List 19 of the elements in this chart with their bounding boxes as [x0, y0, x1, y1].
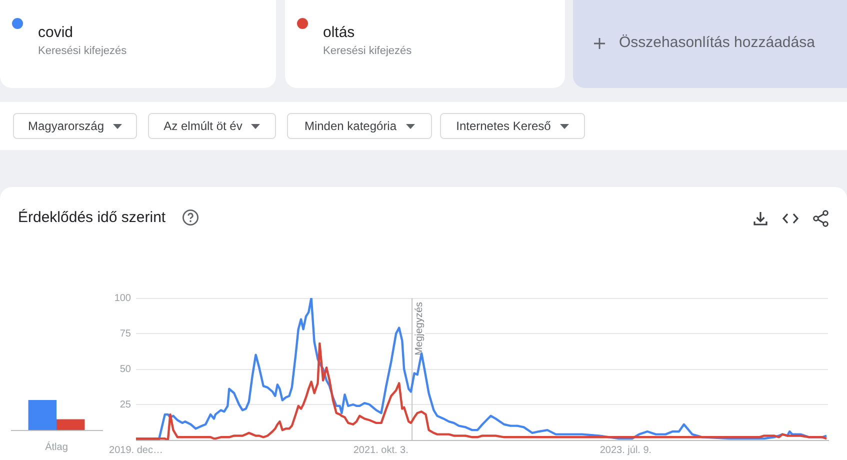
x-tick-label: 2023. júl. 9.: [600, 444, 652, 456]
text: Az elmúlt öt év: [164, 119, 242, 133]
text: Magyarország: [28, 119, 104, 133]
x-tick-label: Átlag: [45, 440, 68, 453]
x-tick-label: 2021. okt. 3.: [353, 444, 408, 456]
y-tick-label: 100: [114, 292, 132, 304]
text: Minden kategória: [304, 119, 397, 133]
text: Internetes Kereső: [456, 119, 551, 133]
chart-title: Érdeklődés idő szerint: [18, 209, 166, 226]
text: Keresési kifejezés: [323, 45, 412, 57]
legend-label: oltás: [323, 24, 355, 41]
y-tick-label: 25: [120, 399, 132, 410]
x-tick-label: 2019. dec…: [109, 444, 163, 456]
text: Keresési kifejezés: [38, 45, 127, 57]
y-tick-label: 75: [120, 328, 132, 340]
legend-label: covid: [38, 24, 74, 41]
text: Összehasonlítás hozzáadása: [619, 34, 815, 51]
y-tick-label: 50: [120, 364, 132, 375]
ref-line-label: Megjegyzés: [414, 302, 425, 356]
